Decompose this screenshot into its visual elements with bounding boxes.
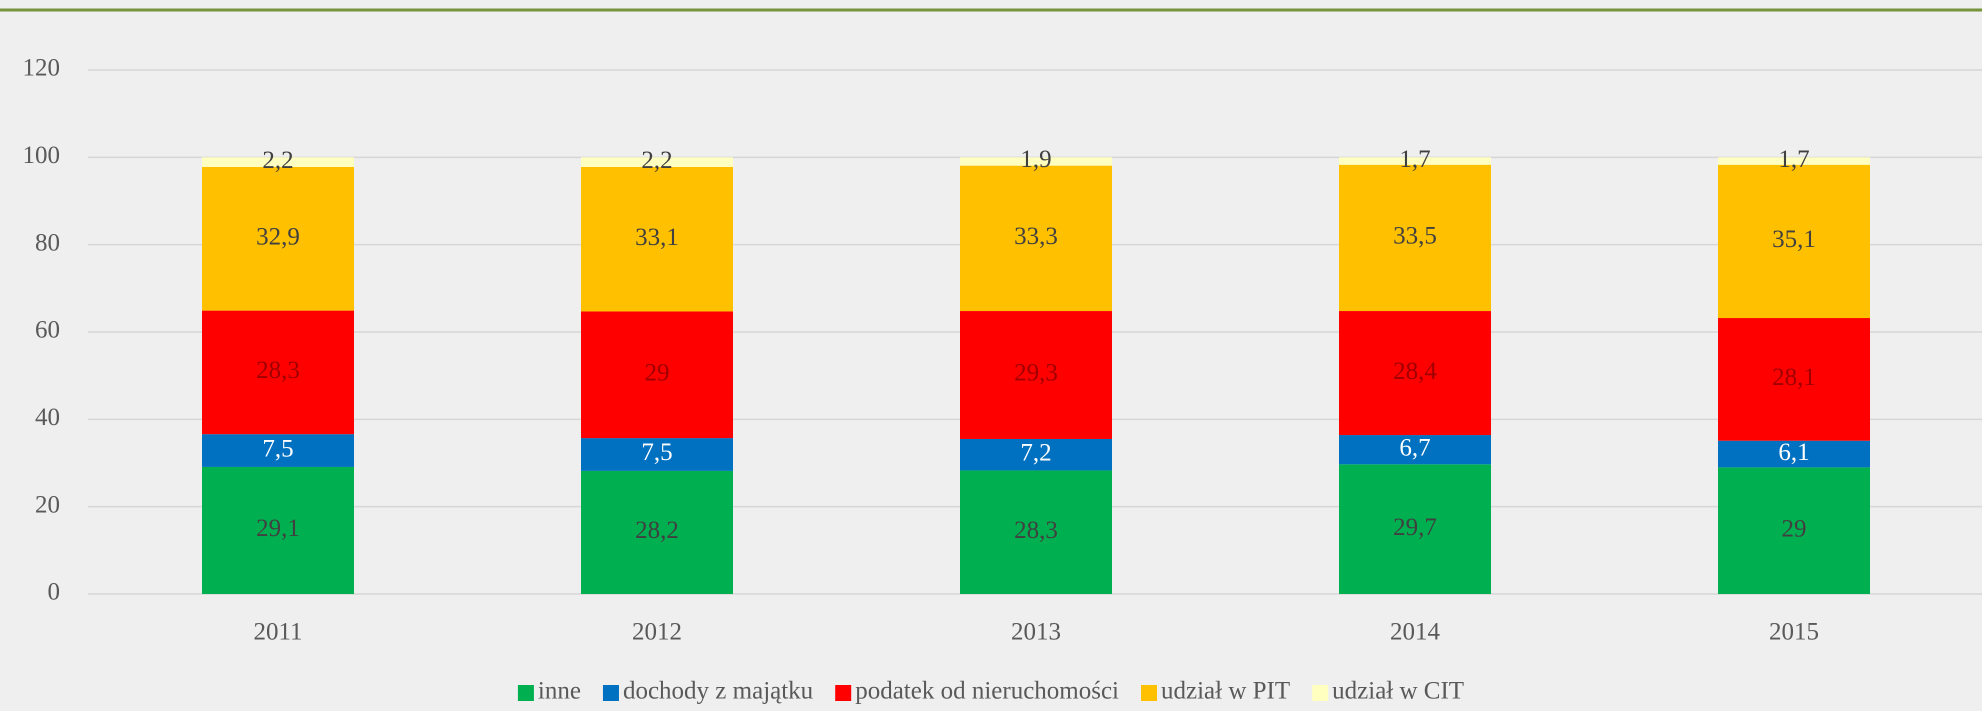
bar-segment bbox=[581, 470, 733, 594]
bar-segment bbox=[1339, 164, 1491, 312]
data-label: 29,3 bbox=[1014, 360, 1058, 387]
data-label: 32,9 bbox=[256, 224, 300, 251]
x-tick-label: 2011 bbox=[253, 619, 302, 646]
data-label: 1,7 bbox=[1778, 146, 1809, 173]
data-label: 29 bbox=[1782, 515, 1807, 542]
data-label: 29,1 bbox=[256, 515, 300, 542]
bar-segment bbox=[960, 438, 1112, 471]
data-label: 29 bbox=[645, 360, 670, 387]
y-tick-label: 60 bbox=[35, 317, 60, 344]
legend-label: udział w PIT bbox=[1161, 678, 1290, 705]
legend-swatch bbox=[602, 685, 619, 701]
bar-segment bbox=[1339, 157, 1491, 165]
bar-segment bbox=[202, 157, 354, 167]
data-label: 7,5 bbox=[641, 439, 672, 466]
y-tick-label: 40 bbox=[35, 404, 60, 431]
bar-segment bbox=[1339, 464, 1491, 594]
data-label: 28,4 bbox=[1393, 358, 1437, 385]
bar-segment bbox=[1718, 467, 1870, 594]
data-label: 28,1 bbox=[1772, 364, 1816, 391]
x-tick-label: 2012 bbox=[632, 619, 682, 646]
data-label: 28,3 bbox=[256, 357, 300, 384]
data-label: 33,5 bbox=[1393, 223, 1437, 250]
bar-segment bbox=[202, 466, 354, 594]
bar-segment bbox=[202, 434, 354, 467]
bar-segment bbox=[581, 311, 733, 439]
legend-swatch bbox=[517, 685, 534, 701]
data-label: 7,5 bbox=[262, 435, 293, 462]
y-tick-label: 20 bbox=[35, 491, 60, 518]
data-label: 6,1 bbox=[1778, 439, 1809, 466]
bar-segment bbox=[1339, 435, 1491, 465]
data-label: 2,2 bbox=[262, 147, 293, 174]
legend-label: podatek od nieruchomości bbox=[855, 678, 1119, 705]
bar-segment bbox=[202, 310, 354, 435]
data-label: 2,2 bbox=[641, 147, 672, 174]
data-label: 35,1 bbox=[1772, 226, 1816, 253]
data-label: 28,3 bbox=[1014, 517, 1058, 544]
bar-segment bbox=[1339, 311, 1491, 436]
y-tick-label: 80 bbox=[35, 229, 60, 256]
legend-swatch bbox=[1141, 685, 1158, 701]
data-label: 33,1 bbox=[635, 224, 679, 251]
bar-segment bbox=[960, 470, 1112, 594]
legend-swatch bbox=[1312, 685, 1329, 701]
bar-segment bbox=[202, 166, 354, 311]
bar-segment bbox=[581, 157, 733, 167]
bar-segment bbox=[960, 311, 1112, 439]
legend-swatch bbox=[835, 685, 852, 701]
y-tick-label: 0 bbox=[48, 579, 61, 606]
data-label: 29,7 bbox=[1393, 514, 1437, 541]
bar-segment bbox=[581, 166, 733, 312]
data-label: 1,9 bbox=[1020, 146, 1051, 173]
bar-segment bbox=[581, 438, 733, 471]
bar-segment bbox=[1718, 440, 1870, 468]
y-tick-label: 100 bbox=[23, 142, 61, 169]
data-label: 28,2 bbox=[635, 517, 679, 544]
legend-label: udział w CIT bbox=[1332, 678, 1464, 705]
data-label: 7,2 bbox=[1020, 439, 1051, 466]
bar-segment bbox=[1718, 318, 1870, 441]
bar-segment bbox=[960, 157, 1112, 166]
legend-label: inne bbox=[538, 678, 581, 705]
x-tick-label: 2014 bbox=[1390, 619, 1441, 646]
bar-segment bbox=[1718, 157, 1870, 165]
x-tick-label: 2013 bbox=[1011, 619, 1061, 646]
x-tick-label: 2015 bbox=[1769, 619, 1819, 646]
bar-segment bbox=[1718, 164, 1870, 319]
data-label: 1,7 bbox=[1399, 146, 1430, 173]
legend-label: dochody z majątku bbox=[623, 678, 814, 705]
data-label: 33,3 bbox=[1014, 223, 1058, 250]
y-tick-label: 120 bbox=[23, 55, 61, 82]
data-label: 6,7 bbox=[1399, 434, 1430, 461]
bar-segment bbox=[960, 165, 1112, 312]
